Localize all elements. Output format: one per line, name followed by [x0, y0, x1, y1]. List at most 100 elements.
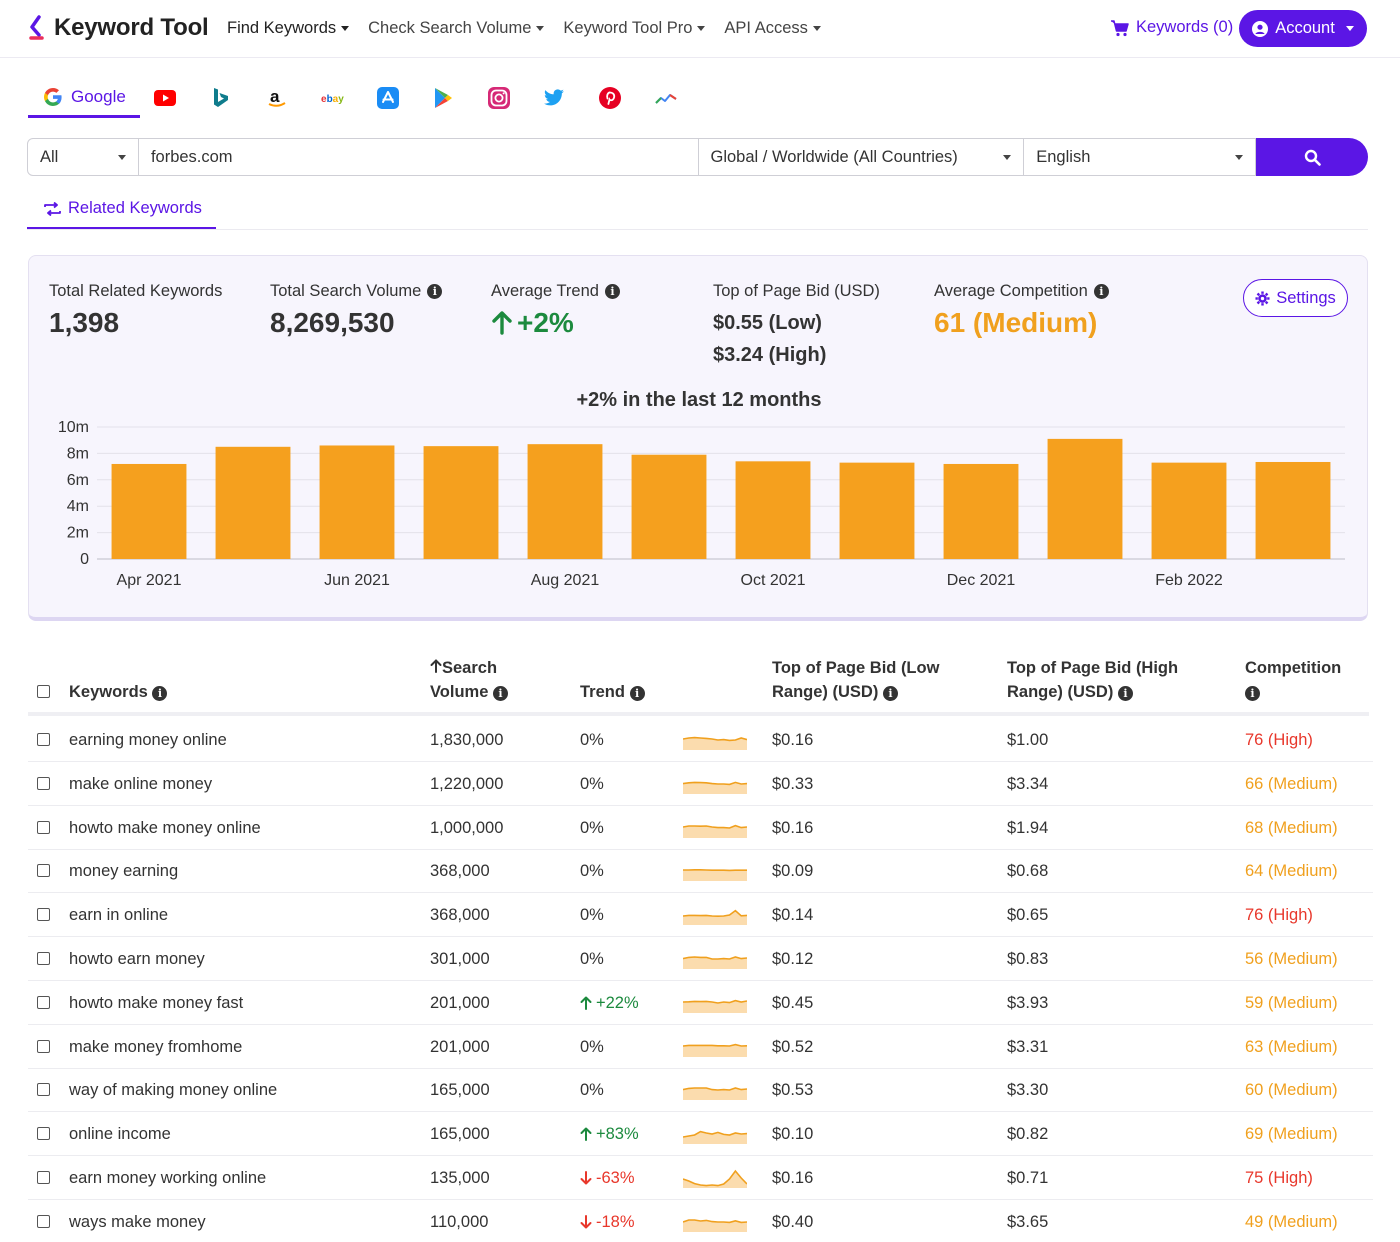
- table-row[interactable]: earn in online 368,000 0% $0.14 $0.65 76 (Hig…: [28, 893, 1373, 938]
- chart-bar[interactable]: [1151, 462, 1227, 559]
- col-competition[interactable]: Competition i: [1245, 656, 1341, 704]
- chart-bar[interactable]: [111, 463, 187, 559]
- keyword-cell[interactable]: earn in online: [69, 906, 169, 925]
- keyword-cell[interactable]: money earning: [69, 862, 179, 881]
- tab-google[interactable]: Google: [28, 78, 140, 118]
- info-icon[interactable]: i: [882, 686, 898, 701]
- search-query-field[interactable]: [138, 138, 699, 176]
- row-checkbox[interactable]: [37, 776, 50, 790]
- search-type-select[interactable]: All: [27, 138, 139, 176]
- row-checkbox[interactable]: [37, 1127, 50, 1141]
- tab-related-keywords[interactable]: Related Keywords: [27, 190, 216, 230]
- info-icon[interactable]: i: [1117, 686, 1133, 701]
- language-select[interactable]: English: [1024, 138, 1257, 176]
- amazon-icon[interactable]: a: [265, 86, 289, 110]
- cart-link[interactable]: Keywords (0): [1110, 18, 1233, 37]
- table-row[interactable]: earning money online 1,830,000 0% $0.16 $1.0…: [28, 718, 1373, 762]
- search-input[interactable]: [150, 147, 686, 167]
- keyword-cell[interactable]: way of making money online: [69, 1081, 278, 1100]
- table-row[interactable]: online income 165,000 +83% $0.10 $0.82 69 (Me…: [28, 1112, 1373, 1157]
- stat-value: +2%: [517, 307, 574, 338]
- table-row[interactable]: way of making money online 165,000 0% $0.53…: [28, 1068, 1373, 1113]
- sparkline-line: [683, 1043, 747, 1047]
- info-icon[interactable]: i: [629, 686, 645, 701]
- info-icon[interactable]: i: [1093, 284, 1109, 299]
- keyword-cell[interactable]: make online money: [69, 774, 213, 793]
- bing-icon[interactable]: [209, 86, 233, 110]
- youtube-icon[interactable]: [153, 86, 177, 110]
- chart-bar[interactable]: [1047, 438, 1123, 559]
- ebay-icon[interactable]: ebay: [321, 86, 347, 110]
- instagram-icon[interactable]: [487, 86, 511, 110]
- info-icon[interactable]: i: [604, 284, 620, 299]
- play-store-icon[interactable]: [431, 86, 455, 110]
- chart-bar[interactable]: [839, 462, 915, 559]
- chart-bar[interactable]: [631, 454, 707, 559]
- trend-value: -18%: [596, 1212, 635, 1231]
- account-button[interactable]: Account: [1239, 10, 1367, 47]
- keyword-cell[interactable]: make money fromhome: [69, 1037, 243, 1056]
- volume-cell: 368,000: [430, 906, 490, 925]
- table-row[interactable]: earn money working online 135,000 -63% $0.1…: [28, 1156, 1373, 1200]
- nav-find-keywords[interactable]: Find Keywords: [227, 19, 350, 38]
- nav-check-search-volume[interactable]: Check Search Volume: [368, 19, 545, 38]
- row-checkbox[interactable]: [37, 1171, 50, 1184]
- pinterest-icon[interactable]: [598, 86, 622, 110]
- search-button[interactable]: [1256, 138, 1368, 176]
- select-all-checkbox[interactable]: [37, 685, 50, 698]
- info-icon[interactable]: i: [1245, 686, 1260, 701]
- chart-bar[interactable]: [943, 463, 1019, 559]
- table-row[interactable]: make online money 1,220,000 0% $0.33 $3.34 66…: [28, 762, 1373, 806]
- row-checkbox[interactable]: [37, 1083, 50, 1097]
- table-row[interactable]: money earning 368,000 0% $0.09 $0.68 64 (Medi…: [28, 849, 1373, 894]
- chart-bar[interactable]: [527, 444, 603, 559]
- keyword-cell[interactable]: earn money working online: [69, 1169, 267, 1187]
- info-icon[interactable]: i: [492, 686, 508, 701]
- chart-bar[interactable]: [215, 446, 291, 559]
- nav-keyword-tool-pro[interactable]: Keyword Tool Pro: [563, 19, 706, 38]
- table-row[interactable]: ways make money 110,000 -18% $0.40 $3.65 49 (…: [28, 1200, 1373, 1242]
- nav-api-access[interactable]: API Access: [724, 19, 821, 38]
- stat-label-row: Average Trend i: [491, 282, 620, 301]
- row-checkbox[interactable]: [37, 1039, 50, 1053]
- chart-bar[interactable]: [423, 446, 499, 559]
- chart-bar[interactable]: [735, 461, 811, 559]
- trends-icon[interactable]: [654, 86, 678, 110]
- row-checkbox[interactable]: [37, 1214, 50, 1228]
- trend-value: 0%: [580, 862, 604, 881]
- location-select[interactable]: Global / Worldwide (All Countries): [698, 138, 1025, 176]
- twitter-icon[interactable]: [542, 86, 566, 110]
- trend-value: 0%: [580, 906, 604, 925]
- nav-label: Check Search Volume: [368, 19, 532, 37]
- sort-asc-icon: [430, 659, 442, 673]
- settings-button[interactable]: Settings: [1243, 279, 1348, 317]
- info-icon[interactable]: i: [427, 284, 443, 299]
- table-row[interactable]: howto earn money 301,000 0% $0.12 $0.83 56 (M…: [28, 937, 1373, 981]
- row-checkbox[interactable]: [37, 864, 50, 878]
- row-checkbox[interactable]: [37, 908, 50, 922]
- row-checkbox[interactable]: [37, 995, 50, 1009]
- competition-cell: 64 (Medium): [1245, 862, 1338, 881]
- logo[interactable]: Keyword Tool: [28, 14, 209, 42]
- keyword-cell[interactable]: ways make money: [69, 1212, 206, 1231]
- row-checkbox[interactable]: [37, 952, 50, 965]
- keyword-cell[interactable]: howto make money online: [69, 818, 261, 837]
- col-search-volume[interactable]: Search Volume i: [430, 656, 508, 704]
- keyword-cell[interactable]: howto earn money: [69, 950, 205, 968]
- chart-bar[interactable]: [1255, 461, 1331, 559]
- chart-bar[interactable]: [319, 445, 395, 559]
- keyword-cell[interactable]: earning money online: [69, 731, 227, 749]
- table-row[interactable]: howto make money fast 201,000 +22% $0.45 $3.…: [28, 981, 1373, 1025]
- table-row[interactable]: make money fromhome 201,000 0% $0.52 $3.31 63…: [28, 1025, 1373, 1069]
- row-checkbox[interactable]: [37, 820, 50, 834]
- info-icon[interactable]: i: [152, 686, 168, 701]
- col-bid-high[interactable]: Top of Page Bid (High Range) (USD) i: [1007, 656, 1178, 704]
- table-row[interactable]: howto make money online 1,000,000 0% $0.16 $…: [28, 806, 1373, 850]
- keyword-cell[interactable]: online income: [69, 1125, 171, 1144]
- row-checkbox[interactable]: [37, 733, 50, 746]
- col-bid-low[interactable]: Top of Page Bid (Low Range) (USD) i: [772, 656, 939, 704]
- keyword-cell[interactable]: howto make money fast: [69, 993, 244, 1012]
- app-store-icon[interactable]: [376, 86, 400, 110]
- col-keywords[interactable]: Keywords i: [69, 680, 168, 704]
- col-trend[interactable]: Trend i: [580, 680, 645, 704]
